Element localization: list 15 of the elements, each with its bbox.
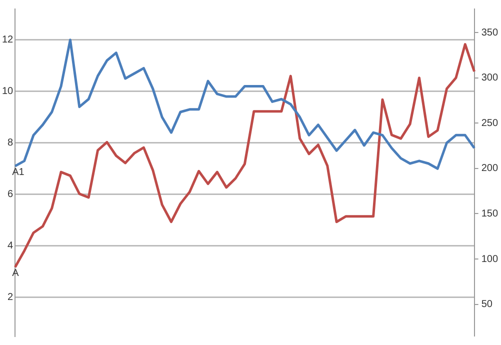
y2-tick-label: 250 [481,118,498,129]
y2-tick-label: 50 [481,299,493,310]
y2-tick-label: 350 [481,27,498,38]
y-tick-label: 8 [8,138,14,149]
y2-tick-label: 100 [481,254,498,265]
y2-tick-label: 150 [481,208,498,220]
y-tick-label: 4 [8,240,14,252]
annotation: A1 [12,166,25,178]
y-tick-label: 2 [8,292,14,304]
y-tick-label: 6 [8,189,14,200]
annotation: A [12,268,20,279]
y2-tick-label: 200 [481,163,498,174]
y-tick-label: 10 [2,86,14,98]
y2-tick-label: 300 [481,72,498,84]
y-tick-label: 12 [2,34,14,46]
